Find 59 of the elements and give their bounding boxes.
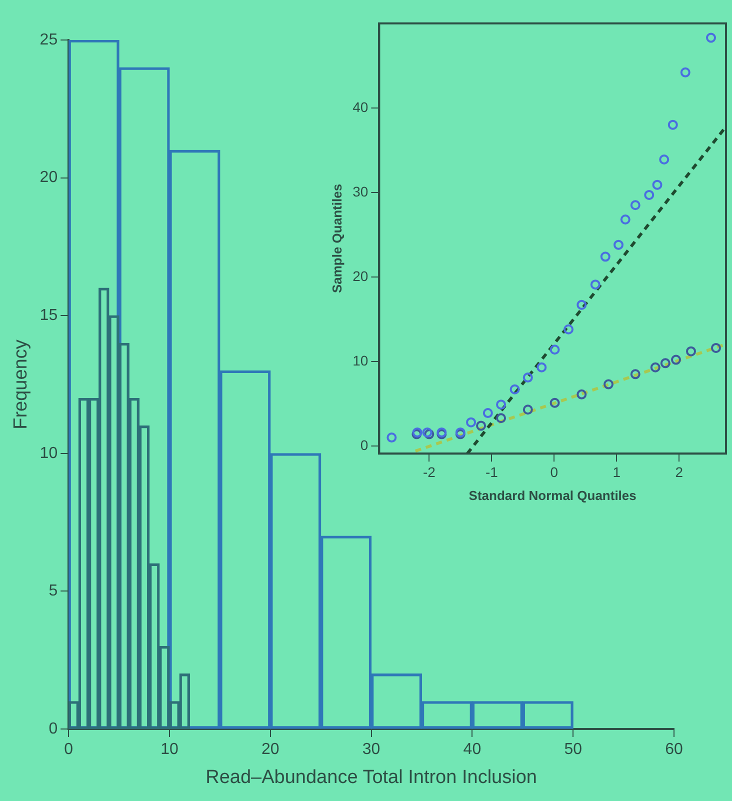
point: [706, 32, 716, 43]
point: [510, 384, 520, 394]
point: [496, 400, 506, 410]
point: [680, 67, 690, 78]
point: [600, 252, 610, 262]
x-tick-label: 1: [612, 464, 621, 480]
x-tick-label: 50: [564, 741, 582, 758]
y-tick-label: 30: [352, 183, 368, 200]
point: [522, 372, 533, 383]
point: [668, 120, 678, 130]
point: [604, 379, 614, 390]
y-tick-label: 5: [48, 582, 58, 600]
x-tick-label: 60: [665, 741, 683, 758]
point: [522, 404, 533, 415]
point: [496, 413, 506, 424]
x-tick-label: 0: [64, 741, 74, 758]
point: [576, 300, 587, 310]
y-tick-label: 40: [352, 98, 368, 115]
point: [660, 358, 670, 368]
point: [550, 398, 560, 408]
x-tick-label: 20: [262, 741, 280, 758]
point: [671, 354, 682, 365]
point: [686, 346, 696, 356]
point: [590, 280, 600, 290]
y-tick-label: 20: [352, 268, 368, 284]
y-tick-label: 10: [40, 444, 58, 462]
y-tick-label: 10: [352, 352, 368, 368]
x-tick-label: 2: [675, 464, 684, 480]
x-axis-title: Read–Abundance Total Intron Inclusion: [206, 766, 537, 788]
point: [466, 417, 476, 428]
point: [536, 362, 547, 372]
y-tick-label: 20: [40, 169, 58, 186]
point: [476, 420, 486, 431]
x-tick-label: 40: [463, 741, 482, 758]
x-tick-label: -1: [485, 464, 498, 480]
y-tick-label: 0: [48, 720, 58, 738]
point: [564, 324, 574, 334]
point: [650, 362, 660, 372]
point: [630, 200, 640, 210]
x-tick-label: 0: [550, 464, 558, 480]
point: [659, 154, 670, 164]
point: [630, 369, 640, 380]
point: [652, 180, 662, 190]
x-tick-label: 10: [160, 741, 178, 758]
y-tick-label: 25: [40, 31, 58, 48]
y-tick-label: 0: [360, 436, 368, 453]
point: [482, 408, 493, 418]
point: [644, 190, 654, 200]
y-axis-title: Frequency: [10, 339, 32, 430]
point: [576, 389, 587, 400]
y-tick-label: 15: [40, 307, 58, 324]
y-axis-title: Sample Quantiles: [329, 184, 344, 294]
point: [386, 432, 397, 443]
point: [620, 214, 630, 224]
point: [614, 240, 624, 250]
x-tick-label: -2: [422, 464, 436, 480]
x-axis-title: Standard Normal Quantiles: [468, 488, 636, 503]
point: [711, 342, 721, 353]
point: [550, 344, 560, 355]
